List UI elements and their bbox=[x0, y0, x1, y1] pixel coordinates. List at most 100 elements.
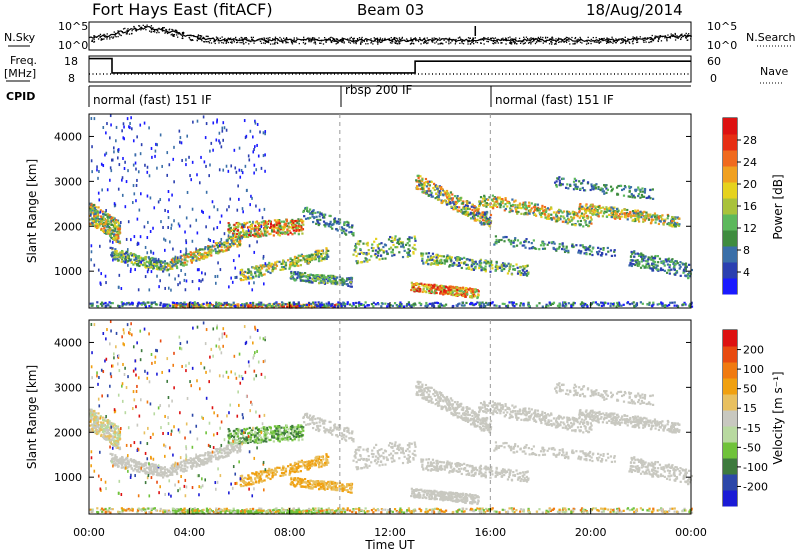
noise-point bbox=[246, 37, 247, 38]
power-cell bbox=[617, 217, 619, 219]
power-cell bbox=[441, 188, 443, 190]
power-cell bbox=[228, 224, 230, 226]
noise-point bbox=[370, 42, 371, 43]
noise-point bbox=[599, 38, 600, 39]
noise-point bbox=[392, 39, 393, 40]
power-cell bbox=[321, 255, 323, 257]
power-cell bbox=[309, 274, 311, 276]
power-cell bbox=[393, 254, 395, 256]
power-cell bbox=[619, 218, 621, 220]
noise-point bbox=[220, 40, 221, 41]
power-cell bbox=[322, 252, 324, 254]
power-cell bbox=[314, 212, 316, 214]
noise-point bbox=[357, 38, 358, 39]
noise-point bbox=[636, 42, 637, 43]
power-cell bbox=[573, 213, 575, 215]
power-cell bbox=[337, 221, 339, 223]
noise-point bbox=[627, 38, 628, 39]
noise-point bbox=[508, 37, 509, 38]
power-cell bbox=[130, 253, 132, 255]
noise-point bbox=[310, 39, 311, 40]
nave-label: Nave bbox=[760, 65, 788, 78]
power-cell bbox=[511, 273, 513, 275]
power-cell bbox=[153, 263, 155, 265]
power-cell bbox=[637, 216, 639, 218]
power-cell bbox=[448, 194, 450, 196]
power-cell bbox=[184, 264, 186, 266]
power-cell bbox=[315, 223, 317, 225]
noise-point bbox=[671, 33, 672, 34]
noise-point bbox=[480, 39, 481, 40]
noise-point bbox=[625, 37, 626, 38]
power-cell bbox=[433, 256, 435, 258]
noise-point bbox=[653, 40, 654, 41]
power-cell bbox=[261, 233, 263, 235]
noise-point bbox=[173, 36, 174, 37]
power-cell bbox=[625, 216, 627, 218]
power-cell bbox=[660, 216, 662, 218]
noise-point bbox=[642, 38, 643, 39]
noise-point bbox=[491, 38, 492, 39]
power-cell bbox=[476, 290, 478, 292]
noise-point bbox=[438, 43, 439, 44]
power-cell bbox=[156, 261, 158, 263]
noise-point bbox=[480, 42, 481, 43]
power-cell bbox=[384, 244, 386, 246]
noise-point bbox=[595, 41, 596, 42]
noise-point bbox=[275, 37, 276, 38]
power-cell bbox=[589, 221, 591, 223]
power-cell bbox=[474, 266, 476, 268]
power-cell bbox=[520, 274, 522, 276]
power-cell bbox=[643, 211, 645, 213]
noise-point bbox=[661, 40, 662, 41]
power-cell bbox=[637, 253, 639, 255]
noise-point bbox=[632, 43, 633, 44]
noise-point bbox=[505, 43, 506, 44]
power-cell bbox=[378, 258, 380, 260]
power-cell bbox=[262, 304, 264, 306]
power-cell bbox=[476, 297, 478, 299]
noise-point bbox=[451, 39, 452, 40]
noise-point bbox=[179, 33, 180, 34]
power-cell bbox=[528, 212, 530, 214]
power-cell bbox=[104, 302, 106, 304]
noise-point bbox=[512, 39, 513, 40]
power-cell bbox=[242, 229, 244, 231]
power-cell bbox=[666, 272, 668, 274]
noise-point bbox=[664, 37, 665, 38]
power-cell bbox=[364, 257, 366, 259]
noise-point bbox=[588, 37, 589, 38]
power-cell bbox=[384, 257, 386, 259]
power-cell bbox=[377, 252, 379, 254]
power-cell bbox=[482, 211, 484, 213]
noise-point bbox=[103, 38, 104, 39]
power-cell bbox=[491, 264, 493, 266]
power-cell bbox=[359, 253, 361, 255]
power-cell bbox=[636, 218, 638, 220]
power-cell bbox=[600, 210, 602, 212]
noise-point bbox=[144, 26, 145, 27]
power-cell bbox=[111, 224, 113, 226]
power-cell bbox=[388, 238, 390, 240]
noise-point bbox=[210, 40, 211, 41]
power-cell bbox=[159, 261, 161, 263]
power-cell bbox=[512, 265, 514, 267]
power-cell bbox=[633, 301, 635, 303]
power-cell bbox=[499, 206, 501, 208]
power-cell bbox=[657, 255, 659, 257]
power-cell bbox=[299, 272, 301, 274]
power-cell bbox=[455, 201, 457, 203]
power-cell bbox=[491, 199, 493, 201]
power-cell bbox=[468, 289, 470, 291]
noise-point bbox=[688, 33, 689, 34]
power-cell bbox=[659, 258, 661, 260]
power-cell bbox=[200, 253, 202, 255]
power-cell bbox=[460, 210, 462, 212]
power-cell bbox=[273, 234, 275, 236]
power-cell bbox=[114, 228, 116, 230]
noise-point bbox=[274, 43, 275, 44]
power-cell bbox=[451, 256, 453, 258]
noise-point bbox=[551, 37, 552, 38]
power-cell bbox=[587, 248, 589, 250]
power-cell bbox=[586, 215, 588, 217]
